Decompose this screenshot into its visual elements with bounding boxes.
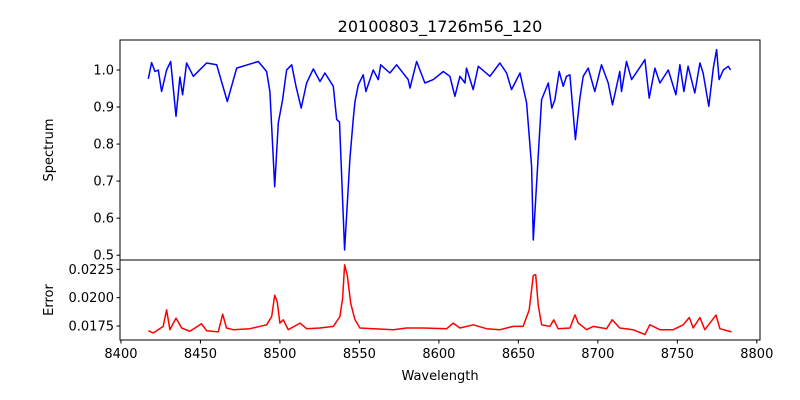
spectrum-axes: 0.5 0.6 0.7 0.8 0.9 1.0 <box>93 39 761 264</box>
y-tick-label: 0.5 <box>93 249 114 264</box>
x-tick-label: 8600 <box>422 347 455 362</box>
y-tick-label: 0.6 <box>93 212 114 227</box>
x-axis-label: Wavelength <box>401 369 478 384</box>
y-axis-label-spectrum: Spectrum <box>42 119 57 182</box>
axes-frame <box>119 39 761 261</box>
x-tick-label: 8700 <box>581 347 614 362</box>
x-tick-label: 8800 <box>740 347 773 362</box>
y-tick-label: 0.0200 <box>69 291 115 306</box>
y-tick-label: 1.0 <box>93 64 114 79</box>
x-tick-label: 8400 <box>104 347 137 362</box>
y-tick-label: 0.0175 <box>69 320 115 335</box>
x-tick-label: 8450 <box>184 347 217 362</box>
spectrum-line <box>147 48 732 251</box>
x-tick-label: 8500 <box>263 347 296 362</box>
y-tick-label: 0.9 <box>93 101 114 116</box>
y-axis-label-error: Error <box>42 284 57 316</box>
error-line <box>147 264 732 336</box>
chart-title: 20100803_1726m56_120 <box>338 17 543 37</box>
y-tick-label: 0.8 <box>93 138 114 153</box>
x-tick-label: 8750 <box>661 347 694 362</box>
error-axes: 0.0175 0.0200 0.0225 8400 8450 8500 8550 8600 86… <box>69 259 773 362</box>
x-tick-label: 8550 <box>343 347 376 362</box>
x-tick-label: 8650 <box>502 347 535 362</box>
y-tick-label: 0.7 <box>93 175 114 190</box>
axes-frame <box>119 259 761 341</box>
y-tick-label: 0.0225 <box>69 263 115 278</box>
